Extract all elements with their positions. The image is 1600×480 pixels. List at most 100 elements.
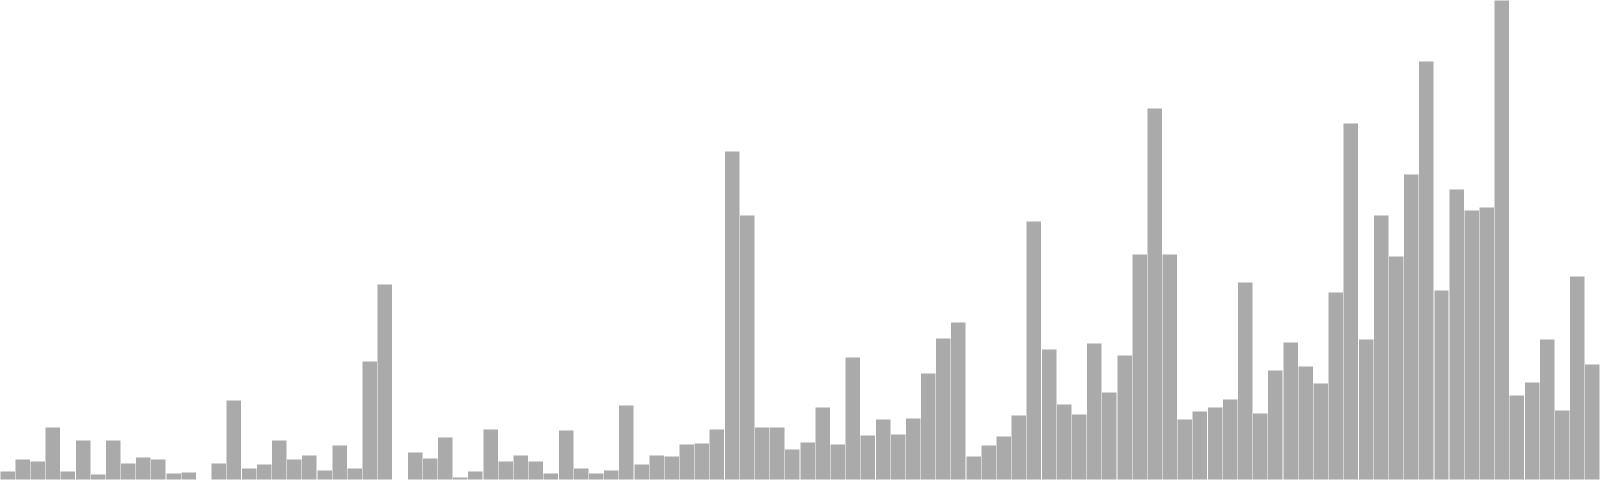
bar-103 bbox=[1554, 409, 1571, 480]
bar-102 bbox=[1539, 338, 1556, 480]
bar-95 bbox=[1433, 289, 1450, 480]
bar-11 bbox=[165, 472, 182, 480]
bar-94 bbox=[1418, 60, 1435, 480]
bar-61 bbox=[920, 372, 937, 480]
bar-19 bbox=[286, 458, 303, 480]
bar-48 bbox=[724, 150, 740, 480]
bar-80 bbox=[1207, 406, 1223, 480]
bar-5 bbox=[75, 439, 91, 480]
bar-67 bbox=[1011, 414, 1027, 480]
bar-22 bbox=[331, 444, 348, 480]
bar-17 bbox=[256, 463, 272, 480]
bar-69 bbox=[1041, 348, 1057, 480]
bar-18 bbox=[271, 439, 288, 480]
bar-49 bbox=[739, 214, 756, 480]
bar-6 bbox=[90, 473, 106, 480]
bar-32 bbox=[482, 428, 499, 480]
bar-81 bbox=[1222, 398, 1239, 480]
bar-86 bbox=[1297, 365, 1314, 480]
bar-35 bbox=[527, 460, 544, 480]
bar-53 bbox=[799, 441, 816, 480]
bar-93 bbox=[1403, 173, 1420, 480]
bar-83 bbox=[1252, 412, 1269, 480]
bar-59 bbox=[890, 433, 906, 480]
bar-98 bbox=[1478, 206, 1495, 480]
bar-57 bbox=[860, 434, 876, 480]
bar-105 bbox=[1584, 363, 1600, 480]
bar-3 bbox=[44, 426, 61, 480]
bar-60 bbox=[905, 417, 922, 480]
bar-99 bbox=[1494, 0, 1510, 480]
bar-41 bbox=[618, 404, 635, 480]
bar-25 bbox=[377, 283, 393, 480]
bar-58 bbox=[875, 418, 891, 480]
bar-44 bbox=[663, 455, 680, 480]
bar-46 bbox=[694, 442, 710, 480]
bar-12 bbox=[180, 471, 197, 480]
bar-20 bbox=[301, 454, 318, 480]
bar-77 bbox=[1161, 253, 1178, 480]
bar-45 bbox=[678, 443, 695, 480]
bar-16 bbox=[241, 467, 257, 480]
bar-31 bbox=[467, 470, 484, 480]
bar-71 bbox=[1071, 413, 1088, 480]
bar-100 bbox=[1509, 394, 1525, 480]
bar-73 bbox=[1101, 391, 1118, 480]
bar-40 bbox=[603, 469, 620, 480]
bar-78 bbox=[1177, 418, 1193, 480]
bar-4 bbox=[60, 470, 76, 480]
bar-90 bbox=[1358, 338, 1374, 480]
bar-63 bbox=[950, 321, 967, 480]
bar-55 bbox=[829, 443, 846, 480]
bar-14 bbox=[211, 462, 227, 480]
bar-79 bbox=[1192, 410, 1208, 480]
bar-75 bbox=[1131, 253, 1148, 480]
bar-82 bbox=[1237, 281, 1254, 480]
bar-97 bbox=[1463, 209, 1480, 480]
bar-8 bbox=[120, 462, 137, 480]
bar-9 bbox=[135, 456, 152, 480]
bar-70 bbox=[1056, 403, 1072, 480]
bar-52 bbox=[784, 448, 801, 480]
bar-34 bbox=[512, 454, 529, 480]
bar-28 bbox=[422, 457, 439, 480]
bar-43 bbox=[648, 454, 665, 480]
bar-1 bbox=[14, 458, 31, 480]
bar-51 bbox=[769, 426, 786, 480]
bar-65 bbox=[980, 444, 997, 480]
bar-88 bbox=[1328, 291, 1344, 480]
bar-91 bbox=[1373, 214, 1389, 480]
bar-0 bbox=[0, 470, 16, 480]
bar-74 bbox=[1116, 354, 1133, 480]
bar-47 bbox=[709, 428, 725, 480]
bar-72 bbox=[1086, 342, 1103, 480]
bar-101 bbox=[1524, 381, 1540, 480]
bar-89 bbox=[1343, 122, 1359, 480]
bar-96 bbox=[1448, 188, 1465, 480]
bar-38 bbox=[573, 467, 589, 480]
bar-23 bbox=[346, 467, 363, 480]
bar-39 bbox=[588, 472, 605, 480]
bar-21 bbox=[316, 469, 333, 480]
bar-87 bbox=[1312, 382, 1329, 480]
bar-50 bbox=[754, 426, 771, 480]
bar-2 bbox=[29, 460, 46, 480]
bar-27 bbox=[407, 451, 423, 480]
bar-37 bbox=[558, 429, 574, 480]
bar-56 bbox=[844, 356, 861, 480]
bar-7 bbox=[105, 439, 122, 480]
bar-24 bbox=[361, 360, 378, 480]
bar-15 bbox=[226, 399, 242, 480]
bar-33 bbox=[497, 460, 514, 480]
bar-92 bbox=[1388, 255, 1405, 480]
bar-84 bbox=[1267, 369, 1284, 480]
bar-68 bbox=[1026, 220, 1042, 480]
bar-29 bbox=[437, 436, 454, 480]
bar-64 bbox=[965, 455, 982, 480]
bar-54 bbox=[814, 406, 831, 480]
bar-66 bbox=[995, 435, 1012, 480]
bar-10 bbox=[150, 458, 167, 480]
bar-62 bbox=[935, 337, 952, 480]
